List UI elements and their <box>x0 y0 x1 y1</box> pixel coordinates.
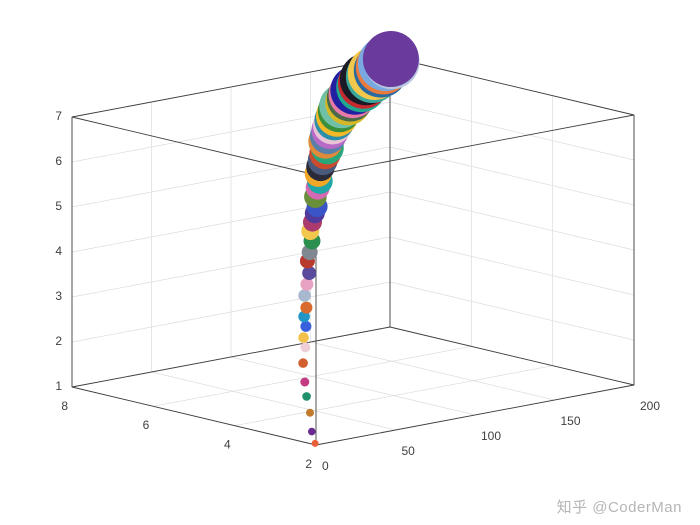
svg-text:0: 0 <box>322 459 329 473</box>
data-point <box>298 358 308 368</box>
data-point <box>300 302 312 314</box>
data-point <box>300 278 313 291</box>
data-point <box>306 409 314 417</box>
svg-text:6: 6 <box>55 154 62 168</box>
svg-text:150: 150 <box>561 414 581 428</box>
svg-text:100: 100 <box>481 429 501 443</box>
svg-text:5: 5 <box>55 199 62 213</box>
data-point <box>300 378 309 387</box>
svg-text:7: 7 <box>55 109 62 123</box>
data-point <box>308 428 316 436</box>
svg-text:4: 4 <box>224 437 231 451</box>
svg-text:2: 2 <box>305 457 312 471</box>
data-point <box>363 31 419 87</box>
svg-text:1: 1 <box>55 379 62 393</box>
svg-text:8: 8 <box>61 399 68 413</box>
data-point <box>312 440 319 447</box>
svg-text:3: 3 <box>55 289 62 303</box>
data-point <box>302 392 311 401</box>
data-point <box>298 332 309 343</box>
svg-text:200: 200 <box>640 399 660 413</box>
scatter3d-chart: 0 50 100 150 200 2 4 6 8 1 2 3 4 5 6 7 <box>0 0 700 525</box>
data-point <box>300 342 310 352</box>
svg-text:6: 6 <box>143 418 150 432</box>
data-point <box>298 289 311 302</box>
svg-text:4: 4 <box>55 244 62 258</box>
svg-text:2: 2 <box>55 334 62 348</box>
data-point <box>300 321 311 332</box>
svg-text:50: 50 <box>402 444 416 458</box>
